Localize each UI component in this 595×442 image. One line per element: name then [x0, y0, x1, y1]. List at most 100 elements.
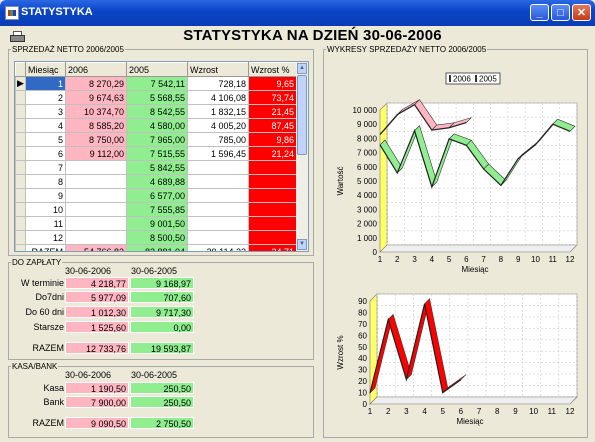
print-icon[interactable] [10, 31, 25, 42]
month-cell[interactable]: 2 [25, 90, 66, 105]
value-2006-cell[interactable] [65, 202, 127, 217]
growth-pct-cell[interactable]: 9,65 [248, 76, 297, 91]
value-2005-cell[interactable]: 7 555,85 [126, 202, 188, 217]
growth-pct-cell[interactable]: 21,45 [248, 104, 297, 119]
growth-cell[interactable]: 785,00 [187, 132, 249, 147]
row-indicator[interactable] [15, 174, 26, 189]
sales-col-header[interactable]: Wzrost [187, 62, 249, 77]
row-indicator[interactable] [15, 230, 26, 245]
value-2005-cell[interactable]: 7 965,00 [126, 132, 188, 147]
month-cell[interactable]: 10 [25, 202, 66, 217]
growth-cell[interactable]: 4 106,08 [187, 90, 249, 105]
sales-grid[interactable]: Miesiąc 2006 2005 Wzrost Wzrost % ▶ 1 8 270,29 7… [14, 61, 309, 252]
row-indicator[interactable] [15, 188, 26, 203]
growth-cell[interactable]: -29 114,22 [187, 244, 249, 251]
growth-pct-cell[interactable] [248, 230, 297, 245]
value-2005-cell[interactable]: 8 542,55 [126, 104, 188, 119]
value-2005-cell[interactable]: 7 542,11 [126, 76, 188, 91]
month-cell[interactable]: 8 [25, 174, 66, 189]
scroll-up-arrow-icon[interactable]: ▲ [297, 63, 307, 74]
growth-cell[interactable] [187, 174, 249, 189]
growth-pct-cell[interactable]: 21,24 [248, 146, 297, 161]
value-2005-cell[interactable]: 83 881,04 [126, 244, 188, 251]
value-2006-cell[interactable]: 9 674,63 [65, 90, 127, 105]
sales-row[interactable]: 3 10 374,70 8 542,55 1 832,15 21,45 [15, 104, 297, 119]
sales-grid-scrollbar[interactable]: ▲ ▼ [296, 62, 308, 251]
row-indicator[interactable] [15, 90, 26, 105]
growth-pct-cell[interactable] [248, 188, 297, 203]
value-2005-cell[interactable]: 7 515,55 [126, 146, 188, 161]
month-cell[interactable]: RAZEM [25, 244, 66, 251]
value-2005-cell[interactable]: 9 001,50 [126, 216, 188, 231]
value-2006-cell[interactable]: 8 270,29 [65, 76, 127, 91]
month-cell[interactable]: 7 [25, 160, 66, 175]
value-2006-cell[interactable]: 8 750,00 [65, 132, 127, 147]
value-2006-cell[interactable] [65, 230, 127, 245]
growth-cell[interactable]: 1 832,15 [187, 104, 249, 119]
row-pointer-icon[interactable]: ▶ [15, 76, 26, 91]
sales-row[interactable]: ▶ 1 8 270,29 7 542,11 728,18 9,65 [15, 76, 297, 91]
growth-cell[interactable] [187, 230, 249, 245]
maximize-button[interactable]: □ [551, 4, 570, 21]
value-2005-cell[interactable]: 6 577,00 [126, 188, 188, 203]
value-2005-cell[interactable]: 8 500,50 [126, 230, 188, 245]
close-button[interactable]: ✕ [572, 4, 591, 21]
sales-col-header[interactable]: Miesiąc [25, 62, 66, 77]
growth-pct-cell[interactable] [248, 216, 297, 231]
value-2006-cell[interactable] [65, 174, 127, 189]
row-indicator[interactable] [15, 146, 26, 161]
row-indicator[interactable] [15, 202, 26, 217]
growth-cell[interactable]: 4 005,20 [187, 118, 249, 133]
sales-row[interactable]: 11 9 001,50 [15, 216, 297, 231]
month-cell[interactable]: 5 [25, 132, 66, 147]
month-cell[interactable]: 9 [25, 188, 66, 203]
growth-pct-cell[interactable] [248, 202, 297, 217]
growth-cell[interactable] [187, 216, 249, 231]
month-cell[interactable]: 11 [25, 216, 66, 231]
growth-cell[interactable]: 728,18 [187, 76, 249, 91]
growth-pct-cell[interactable] [248, 160, 297, 175]
month-cell[interactable]: 1 [25, 76, 66, 91]
month-cell[interactable]: 4 [25, 118, 66, 133]
row-indicator[interactable] [15, 118, 26, 133]
growth-pct-cell[interactable] [248, 174, 297, 189]
row-indicator[interactable] [15, 160, 26, 175]
value-2005-cell[interactable]: 4 580,00 [126, 118, 188, 133]
scroll-thumb[interactable] [297, 75, 307, 155]
row-indicator[interactable] [15, 244, 26, 251]
month-cell[interactable]: 3 [25, 104, 66, 119]
row-indicator[interactable] [15, 104, 26, 119]
value-2005-cell[interactable]: 5 842,55 [126, 160, 188, 175]
row-indicator[interactable] [15, 132, 26, 147]
month-cell[interactable]: 6 [25, 146, 66, 161]
growth-cell[interactable] [187, 160, 249, 175]
growth-pct-cell[interactable]: 87,45 [248, 118, 297, 133]
growth-cell[interactable]: 1 596,45 [187, 146, 249, 161]
value-2006-cell[interactable]: 54 766,82 [65, 244, 127, 251]
value-2005-cell[interactable]: 4 689,88 [126, 174, 188, 189]
value-2006-cell[interactable] [65, 188, 127, 203]
value-2005-cell[interactable]: 5 568,55 [126, 90, 188, 105]
growth-pct-cell[interactable]: 9,86 [248, 132, 297, 147]
sales-col-header[interactable]: 2005 [126, 62, 188, 77]
window-titlebar[interactable]: STATYSTYKA _ □ ✕ [0, 0, 595, 26]
sales-row[interactable]: 7 5 842,55 [15, 160, 297, 175]
sales-total-row[interactable]: RAZEM 54 766,82 83 881,04 -29 114,22 -34,71 [15, 244, 297, 251]
growth-pct-cell[interactable]: 73,74 [248, 90, 297, 105]
value-2006-cell[interactable]: 9 112,00 [65, 146, 127, 161]
sales-row[interactable]: 8 4 689,88 [15, 174, 297, 189]
value-2006-cell[interactable]: 10 374,70 [65, 104, 127, 119]
row-indicator[interactable] [15, 216, 26, 231]
sales-row[interactable]: 9 6 577,00 [15, 188, 297, 203]
scroll-down-arrow-icon[interactable]: ▼ [297, 239, 307, 250]
sales-row[interactable]: 10 7 555,85 [15, 202, 297, 217]
sales-row[interactable]: 12 8 500,50 [15, 230, 297, 245]
month-cell[interactable]: 12 [25, 230, 66, 245]
growth-cell[interactable] [187, 188, 249, 203]
value-2006-cell[interactable]: 8 585,20 [65, 118, 127, 133]
value-2006-cell[interactable] [65, 160, 127, 175]
